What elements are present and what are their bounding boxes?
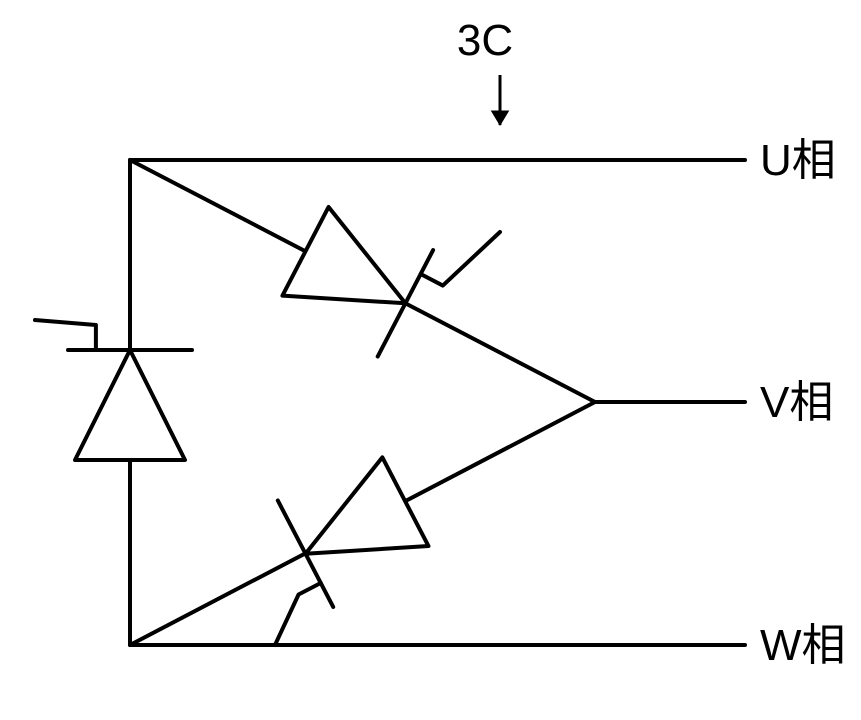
thyristor-gate-lead [421,232,500,286]
thyristor-triangle [282,207,405,303]
thyristor-triangle [306,457,429,553]
thyristor-gate-lead [35,320,96,350]
circuit-diagram: 3C U相 V相 W相 [0,0,861,720]
phase-label-u: U相 [760,136,836,185]
reference-arrow-head [492,111,509,125]
reference-label: 3C [457,16,513,65]
phase-label-v: V相 [760,378,833,427]
thyristor-gate-lead [275,583,321,645]
thyristor-triangle [75,350,185,460]
phase-label-w: W相 [760,621,846,670]
